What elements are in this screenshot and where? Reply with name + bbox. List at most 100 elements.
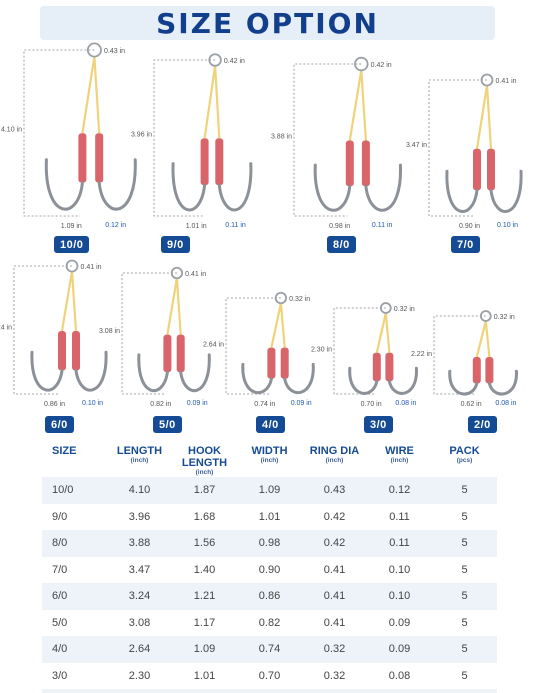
table-row: 7/0 3.47 1.40 0.90 0.41 0.10 5 xyxy=(42,557,497,584)
table-cell: 1.87 xyxy=(172,477,237,504)
column-header: RING DIA (inch) xyxy=(302,443,367,477)
ring-dia-label: 0.32 in xyxy=(494,314,515,321)
table-cell: 6/0 xyxy=(42,583,107,610)
sleeve-left xyxy=(372,352,381,382)
table-header: SIZE LENGTH (inch) HOOK LENGTH (inch) WIDTH (i… xyxy=(42,443,497,477)
size-badge: 10/0 xyxy=(54,236,90,253)
length-guide xyxy=(293,63,362,217)
split-ring xyxy=(208,53,222,67)
table-cell: 0.32 xyxy=(323,669,346,682)
table-cell: 1.21 xyxy=(172,583,237,610)
split-ring xyxy=(379,302,392,314)
hook-drawing: 0.42 in 3.88 in 0.98 in 0.11 in xyxy=(271,56,402,230)
size-badge: 2/0 xyxy=(468,416,497,433)
ring-dia-label: 0.41 in xyxy=(185,271,206,278)
table-cell: 5 xyxy=(432,477,497,504)
wire-label: 0.09 in xyxy=(187,400,208,407)
length-label: 3.08 in xyxy=(99,328,120,335)
length-label: 2.64 in xyxy=(203,341,224,348)
size-badge: 3/0 xyxy=(364,416,393,433)
table-row: 5/0 3.08 1.17 0.82 0.41 0.09 5 xyxy=(42,610,497,637)
split-ring xyxy=(65,259,79,273)
assist-cord xyxy=(60,271,78,332)
column-header-unit: (inch) xyxy=(325,457,344,464)
hook-left xyxy=(171,162,207,212)
length-label: 2.22 in xyxy=(411,351,432,358)
split-ring xyxy=(274,291,288,305)
length-guide xyxy=(428,79,487,217)
table-cell: 5 xyxy=(432,530,497,557)
length-label: 3.47 in xyxy=(406,142,427,149)
hook-drawing: 0.43 in 4.10 in 1.09 in 0.12 in xyxy=(1,42,137,230)
sleeve-left xyxy=(345,140,354,187)
wire-label: 0.10 in xyxy=(82,400,103,407)
length-guide xyxy=(13,265,72,395)
column-header: WIDTH (inch) xyxy=(237,443,302,477)
table-cell: 2/0 xyxy=(42,689,107,693)
length-guide xyxy=(333,307,386,395)
table-cell: 0.42 xyxy=(302,530,367,557)
table-cell: 0.32 xyxy=(302,636,367,663)
table-cell: 0.86 xyxy=(237,583,302,610)
sleeve-right xyxy=(485,356,494,384)
table-cell: 0.41 xyxy=(323,563,346,576)
table-cell: 1.01 xyxy=(258,510,281,523)
column-header-label: PACK xyxy=(449,445,480,457)
sleeve-left xyxy=(78,133,87,183)
assist-cord xyxy=(81,56,101,134)
table-cell: 3/0 xyxy=(52,669,68,682)
table-row: 6/0 3.24 1.21 0.86 0.41 0.10 5 xyxy=(42,583,497,610)
size-badge: 4/0 xyxy=(256,416,285,433)
table-cell: 0.62 xyxy=(237,689,302,693)
length-guide xyxy=(121,272,177,395)
table-cell: 3.96 xyxy=(128,510,151,523)
hook-card-3-0: 0.32 in 2.30 in 0.70 in 0.08 in xyxy=(311,300,420,410)
size-badge: 8/0 xyxy=(327,236,356,253)
sleeve-right xyxy=(361,140,370,187)
table-cell: 0.43 xyxy=(302,477,367,504)
split-ring xyxy=(480,73,494,87)
table-cell: 5 xyxy=(432,689,497,693)
table-cell: 0.10 xyxy=(367,583,432,610)
hook-right xyxy=(179,353,211,393)
sleeve-left xyxy=(472,356,481,384)
table-row: 9/0 3.96 1.68 1.01 0.42 0.11 5 xyxy=(42,504,497,531)
ring-dia-label: 0.43 in xyxy=(104,48,125,55)
table-cell: 0.11 xyxy=(389,510,410,523)
hook-right xyxy=(74,350,108,392)
assist-cord xyxy=(270,302,286,348)
hook-left xyxy=(313,163,352,212)
length-guide xyxy=(433,315,486,395)
table-cell: 10/0 xyxy=(42,477,107,504)
ring-dia-label: 0.41 in xyxy=(496,78,517,85)
width-label: 0.74 in xyxy=(254,401,275,408)
ring-dia-label: 0.32 in xyxy=(394,306,415,313)
column-header-label: HOOK LENGTH xyxy=(181,445,228,469)
title-banner: SIZE OPTION xyxy=(40,6,495,40)
hook-right xyxy=(217,162,253,212)
table-cell: 0.10 xyxy=(388,563,411,576)
column-header: PACK (pcs) xyxy=(432,443,497,477)
table-cell: 1.40 xyxy=(193,563,216,576)
wire-label: 0.12 in xyxy=(105,222,126,229)
column-header-label: WIRE xyxy=(385,445,414,457)
table-cell: 0.90 xyxy=(258,563,281,576)
size-badge: 6/0 xyxy=(45,416,74,433)
table-cell: 0.11 xyxy=(367,530,432,557)
hook-right xyxy=(97,158,137,211)
column-header-unit: (pcs) xyxy=(456,457,473,464)
column-header: HOOK LENGTH (inch) xyxy=(172,443,237,477)
table-cell: 0.98 xyxy=(237,530,302,557)
length-guide xyxy=(153,59,216,217)
table-cell: 7/0 xyxy=(52,563,68,576)
hook-drawing: 0.41 in 3.47 in 0.90 in 0.10 in xyxy=(406,73,523,230)
hook-drawing: 0.32 in 2.30 in 0.70 in 0.08 in xyxy=(311,302,418,408)
table-cell: 2.22 xyxy=(107,689,172,693)
hook-left xyxy=(44,158,84,211)
hook-right xyxy=(387,366,418,395)
hook-left xyxy=(348,366,379,395)
sleeve-left xyxy=(58,330,66,371)
assist-cord xyxy=(475,85,493,149)
table-cell: 0.94 xyxy=(172,689,237,693)
table-cell: 0.08 xyxy=(367,689,432,693)
